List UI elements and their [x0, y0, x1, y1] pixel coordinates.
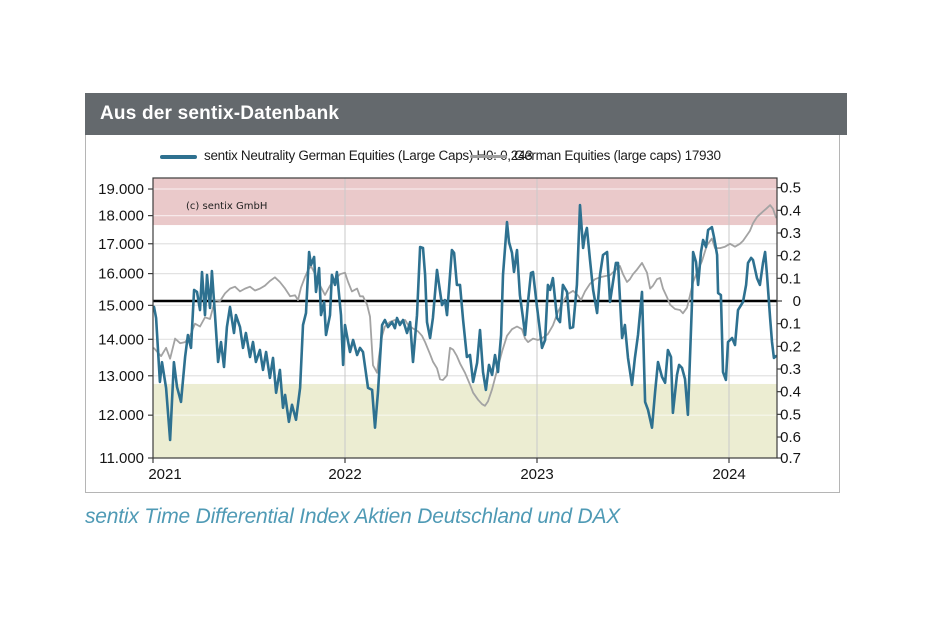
left-axis-tick-label: 17.000 [98, 236, 144, 253]
left-axis: 11.000 12.000 13.000 14.000 15.000 16.000 17.0… [98, 181, 153, 467]
series-sentix [153, 203, 777, 442]
dax-legend-label: German Equities (large caps) 17930 [514, 148, 721, 163]
right-axis-tick-label: 0.2 [780, 248, 801, 265]
right-axis-tick-label: 0.5 [780, 406, 801, 423]
chart-plot: 11.000 12.000 13.000 14.000 15.000 16.000 17.0… [98, 177, 801, 480]
upper-band [153, 177, 777, 226]
series-dax [153, 204, 777, 407]
x-axis-tick-label: 2024 [712, 466, 745, 480]
left-axis-tick-label: 12.000 [98, 407, 144, 424]
right-axis-tick-label: 0.3 [780, 361, 801, 378]
right-axis-tick-label: 0.3 [780, 225, 801, 242]
right-axis-tick-label: 0.2 [780, 338, 801, 355]
copyright-watermark: (c) sentix GmbH [186, 201, 268, 212]
panel-header: Aus der sentix-Datenbank [85, 93, 847, 135]
dax-line-swatch [470, 155, 507, 158]
left-axis-tick-label: 11.000 [99, 450, 144, 467]
x-axis-tick-label: 2023 [520, 466, 553, 480]
x-axis-tick-label: 2021 [148, 466, 181, 480]
right-axis-tick-label: 0.1 [780, 270, 801, 287]
plot-frame [152, 177, 778, 459]
x-axis-tick-label: 2022 [328, 466, 361, 480]
right-axis-tick-label: 0 [793, 293, 801, 310]
left-axis-tick-label: 16.000 [98, 266, 144, 283]
sentix-line-swatch [160, 155, 197, 159]
right-axis-tick-label: 0.7 [780, 450, 801, 467]
left-axis-tick-label: 18.000 [98, 208, 144, 225]
lower-band [153, 383, 777, 459]
x-axis: 2021 2022 2023 2024 [148, 458, 746, 480]
sentix-legend-label: sentix Neutrality German Equities (Large… [204, 148, 533, 163]
left-axis-tick-label: 14.000 [98, 331, 144, 348]
right-axis: 0.5 0.4 0.3 0.2 0.1 0 0.1 0.2 0.3 0.4 0.5 0.6 0.7 [777, 180, 801, 467]
panel-title: Aus der sentix-Datenbank [100, 103, 340, 124]
right-axis-tick-label: 0.5 [780, 180, 801, 197]
right-axis-tick-label: 0.4 [780, 384, 801, 401]
right-axis-tick-label: 0.4 [780, 202, 801, 219]
left-axis-tick-label: 13.000 [98, 368, 144, 385]
left-axis-tick-label: 19.000 [98, 181, 144, 198]
chart-caption: sentix Time Differential Index Aktien De… [85, 505, 621, 528]
left-axis-tick-label: 15.000 [98, 297, 144, 314]
right-axis-tick-label: 0.1 [780, 316, 801, 333]
right-axis-tick-label: 0.6 [780, 429, 801, 446]
